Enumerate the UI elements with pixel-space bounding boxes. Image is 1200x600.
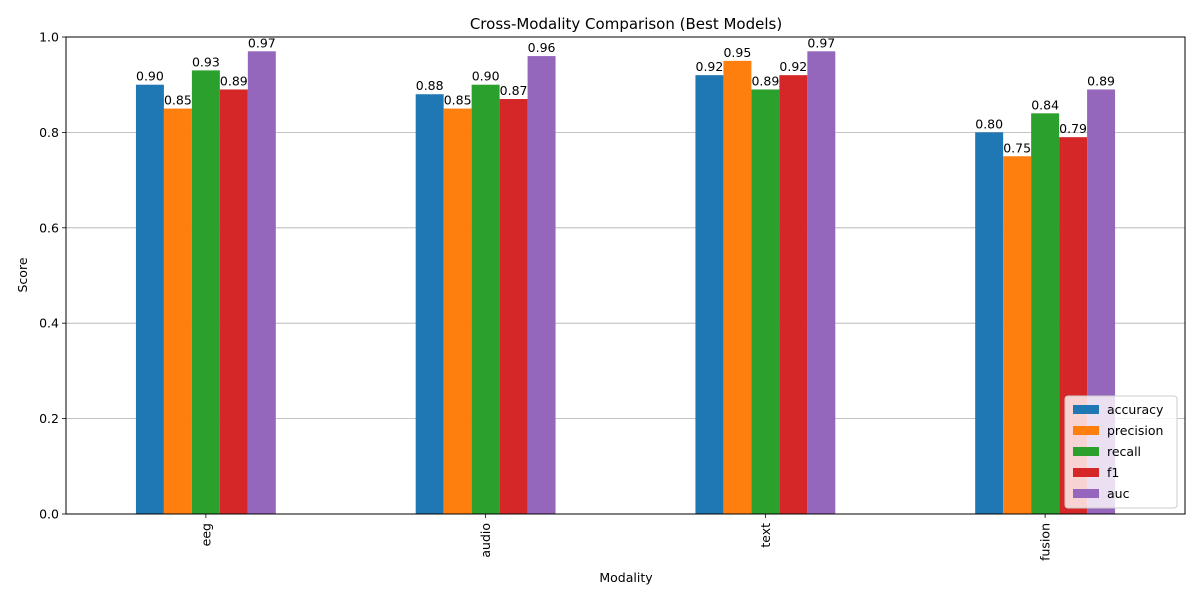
bar-recall-text xyxy=(751,89,780,514)
data-label: 0.87 xyxy=(500,83,528,98)
bar-f1-text xyxy=(779,75,808,514)
y-tick-label: 0.6 xyxy=(39,220,59,235)
x-tick-label: fusion xyxy=(1038,523,1053,561)
legend-swatch-recall xyxy=(1073,447,1099,456)
data-label: 0.84 xyxy=(1031,97,1059,112)
data-label: 0.79 xyxy=(1059,121,1087,136)
bar-precision-fusion xyxy=(1003,156,1032,514)
data-label: 0.85 xyxy=(444,93,472,108)
data-label: 0.75 xyxy=(1003,140,1031,155)
bar-accuracy-eeg xyxy=(135,84,164,514)
legend-swatch-precision xyxy=(1073,426,1099,435)
data-label: 0.90 xyxy=(472,69,500,84)
data-label: 0.92 xyxy=(696,59,724,74)
legend-label-f1: f1 xyxy=(1107,465,1119,480)
data-label: 0.88 xyxy=(416,78,444,93)
bar-accuracy-text xyxy=(695,75,724,514)
data-label: 0.95 xyxy=(723,45,751,60)
y-tick-label: 1.0 xyxy=(39,30,59,45)
data-label: 0.80 xyxy=(975,116,1003,131)
x-axis-title: Modality xyxy=(599,570,653,585)
legend-label-precision: precision xyxy=(1107,423,1163,438)
bar-auc-text xyxy=(807,51,836,515)
bar-accuracy-fusion xyxy=(975,132,1004,514)
bar-recall-fusion xyxy=(1031,113,1060,514)
data-label: 0.93 xyxy=(192,54,220,69)
y-axis-title: Score xyxy=(15,257,30,292)
bar-f1-audio xyxy=(499,99,528,514)
data-labels: 0.90 0.88 0.92 0.80 0.85 0.85 0.95 0.75 0.93 0.90… xyxy=(136,35,1115,155)
bar-auc-audio xyxy=(527,56,556,514)
bar-recall-audio xyxy=(471,84,500,514)
legend-swatch-accuracy xyxy=(1073,405,1099,414)
data-label: 0.97 xyxy=(807,35,835,50)
bar-auc-eeg xyxy=(247,51,276,515)
data-label: 0.89 xyxy=(1087,73,1115,88)
axes xyxy=(62,36,1186,518)
bar-precision-eeg xyxy=(163,108,192,515)
tick-labels: 0.0 0.2 0.4 0.6 0.8 1.0 eeg audio text fusion xyxy=(39,30,1053,561)
legend-swatch-f1 xyxy=(1073,468,1099,477)
x-tick-label: text xyxy=(758,523,773,548)
y-tick-label: 0.2 xyxy=(39,411,59,426)
bar-precision-audio xyxy=(443,108,472,515)
plot-frame xyxy=(65,36,1186,515)
data-label: 0.89 xyxy=(751,73,779,88)
bars xyxy=(135,51,1116,515)
x-tick-label: audio xyxy=(478,523,493,558)
legend-label-accuracy: accuracy xyxy=(1107,402,1164,417)
chart-title: Cross-Modality Comparison (Best Models) xyxy=(470,15,782,33)
y-tick-label: 0.4 xyxy=(39,316,59,331)
data-label: 0.97 xyxy=(248,35,276,50)
legend: accuracy precision recall f1 auc xyxy=(1064,395,1178,509)
legend-swatch-auc xyxy=(1073,489,1099,498)
data-label: 0.89 xyxy=(220,73,248,88)
data-label: 0.90 xyxy=(136,69,164,84)
x-tick-label: eeg xyxy=(198,523,213,546)
bar-precision-text xyxy=(723,60,752,514)
legend-label-recall: recall xyxy=(1107,444,1141,459)
y-tick-label: 0.0 xyxy=(39,507,59,522)
bar-f1-eeg xyxy=(219,89,248,514)
data-label: 0.92 xyxy=(779,59,807,74)
bar-accuracy-audio xyxy=(415,94,444,515)
legend-label-auc: auc xyxy=(1107,486,1130,501)
bar-recall-eeg xyxy=(191,70,220,514)
data-label: 0.85 xyxy=(164,93,192,108)
data-label: 0.96 xyxy=(528,40,556,55)
legend-box xyxy=(1064,395,1178,509)
y-tick-label: 0.8 xyxy=(39,125,59,140)
